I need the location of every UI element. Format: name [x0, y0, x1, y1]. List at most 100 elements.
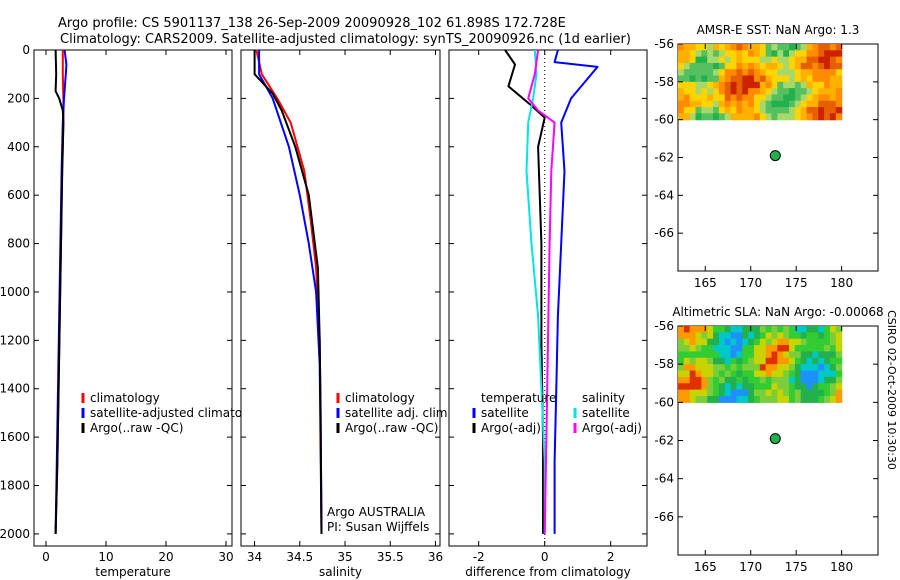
field-cell — [835, 69, 843, 77]
field-cell — [753, 107, 761, 114]
field-cell — [713, 81, 720, 89]
field-cell — [824, 94, 831, 102]
field-cell — [718, 81, 726, 89]
field-cell — [753, 44, 761, 51]
field-cell — [678, 100, 685, 108]
field-cell — [812, 357, 819, 365]
field-cell — [771, 56, 778, 64]
field-cell — [835, 100, 843, 108]
field-cell — [806, 113, 814, 121]
field-cell — [806, 395, 814, 403]
field-cell — [753, 75, 761, 83]
field-cell — [783, 395, 790, 403]
field-cell — [736, 383, 743, 391]
field-cell — [707, 100, 714, 108]
field-cell — [789, 389, 796, 397]
field-cell — [730, 69, 738, 77]
field-cell — [806, 62, 814, 70]
field-cell — [800, 357, 808, 365]
field-cell — [718, 107, 726, 114]
field-cell — [835, 351, 843, 359]
field-cell — [695, 94, 702, 102]
field-cell — [789, 345, 796, 353]
field-cell — [824, 345, 831, 353]
field-cell — [695, 383, 702, 391]
field-cell — [678, 81, 685, 89]
field-cell — [818, 383, 825, 391]
field-cell — [794, 100, 802, 108]
field-cell — [724, 107, 732, 114]
series-line-argo-raw-qc- — [253, 50, 323, 534]
field-cell — [829, 345, 837, 353]
field-cell — [789, 113, 796, 121]
field-cell — [736, 107, 743, 114]
field-cell — [759, 75, 767, 83]
field-cell — [812, 345, 819, 353]
field-cell — [701, 113, 708, 121]
field-cell — [701, 107, 708, 114]
field-cell — [753, 88, 761, 96]
field-cell — [689, 50, 697, 58]
field-cell — [724, 100, 732, 108]
field-cell — [742, 88, 749, 96]
field-cell — [829, 326, 837, 333]
field-cell — [707, 75, 714, 83]
field-cell — [683, 107, 691, 114]
field-cell — [724, 395, 732, 403]
field-cell — [794, 56, 802, 64]
field-cell — [812, 62, 819, 70]
field-cell — [771, 107, 778, 114]
field-cell — [759, 50, 767, 58]
field-cell — [835, 338, 843, 346]
field-cell — [724, 351, 732, 359]
field-cell — [742, 370, 749, 378]
field-cell — [701, 345, 708, 353]
field-cell — [730, 351, 738, 359]
y-tick-label: -58 — [654, 357, 674, 371]
field-cell — [713, 107, 720, 114]
field-cell — [824, 370, 831, 378]
field-cell — [730, 81, 738, 89]
field-cell — [794, 389, 802, 397]
field-cell — [759, 88, 767, 96]
field-cell — [724, 81, 732, 89]
legend-label: satellite adj. clim. — [345, 406, 451, 420]
field-cell — [824, 351, 831, 359]
field-cell — [806, 50, 814, 58]
field-cell — [713, 370, 720, 378]
field-cell — [724, 62, 732, 70]
field-cell — [806, 376, 814, 384]
field-cell — [771, 69, 778, 77]
field-cell — [689, 62, 697, 70]
field-cell — [835, 326, 843, 333]
field-cell — [678, 326, 685, 333]
field-cell — [701, 395, 708, 403]
field-cell — [777, 376, 784, 384]
field-cell — [713, 332, 720, 340]
field-cell — [824, 62, 831, 70]
field-cell — [794, 81, 802, 89]
series-line-temperature-satellite — [553, 49, 599, 534]
field-cell — [748, 62, 755, 70]
y-tick-label: -62 — [654, 151, 674, 165]
field-cell — [835, 376, 843, 384]
field-cell — [829, 357, 837, 365]
y-tick-label: -60 — [654, 395, 674, 409]
field-cell — [800, 75, 808, 83]
field-cell — [759, 81, 767, 89]
legend-label: satellite — [481, 406, 529, 420]
field-cell — [718, 370, 726, 378]
field-cell — [713, 376, 720, 384]
field-cell — [742, 62, 749, 70]
field-cell — [753, 113, 761, 121]
field-cell — [794, 326, 802, 333]
field-cell — [718, 75, 726, 83]
field-cell — [742, 389, 749, 397]
field-cell — [777, 44, 784, 51]
x-tick-label: 35 — [337, 550, 352, 564]
field-cell — [765, 75, 773, 83]
field-cell — [783, 50, 790, 58]
legend-label: satellite-adjusted climatology — [90, 406, 268, 420]
x-tick-label: 30 — [218, 550, 233, 564]
field-cell — [783, 389, 790, 397]
